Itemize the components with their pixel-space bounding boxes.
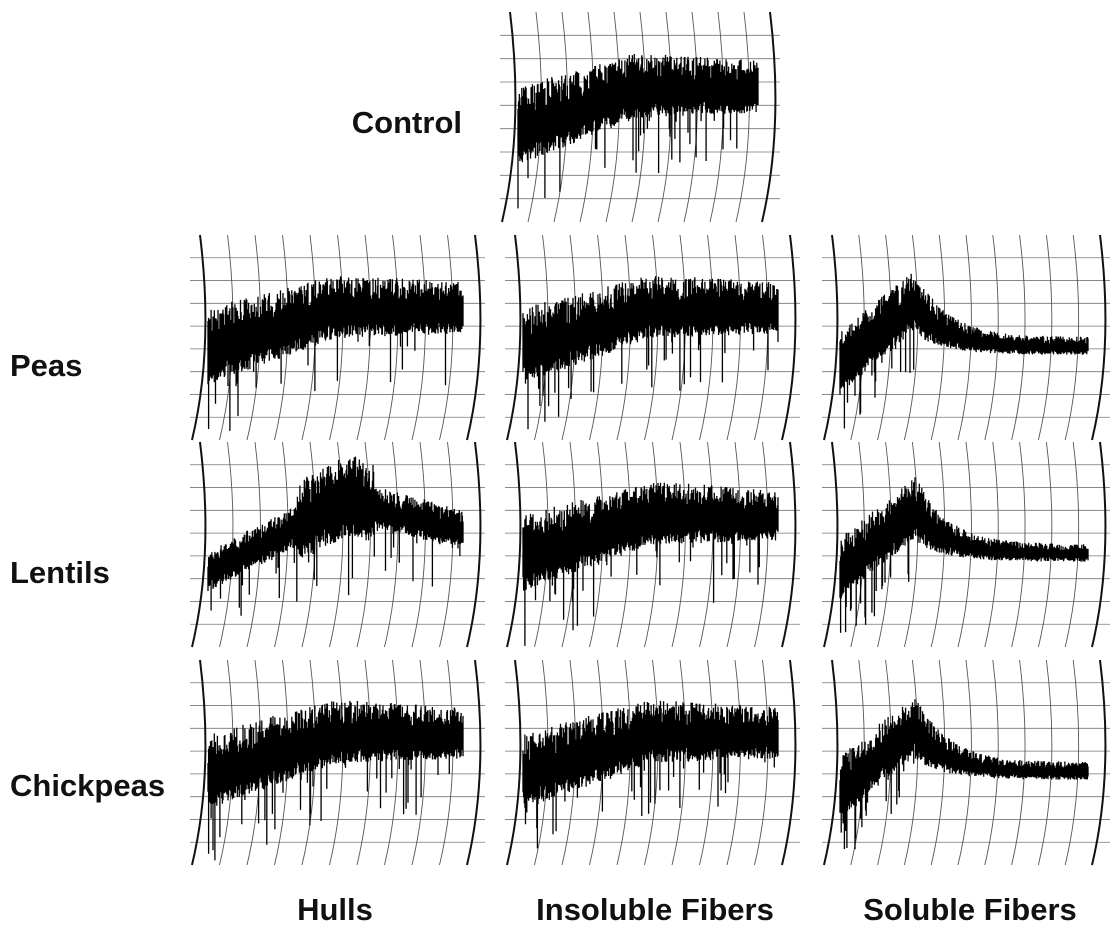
grid-arc	[645, 660, 658, 865]
grid-arc	[502, 12, 515, 222]
grid-arc	[440, 235, 453, 440]
row-label: Peas	[10, 348, 82, 383]
grid-arc	[357, 235, 370, 440]
column-label: Hulls	[297, 892, 373, 927]
grid-arc	[727, 660, 740, 865]
grid-arc	[507, 235, 520, 440]
grid-arc	[440, 660, 453, 865]
trace-panel	[505, 442, 800, 647]
control-label: Control	[352, 105, 462, 140]
grid-arc	[727, 235, 740, 440]
grid-arc	[1065, 660, 1078, 865]
trace-panel	[190, 235, 485, 440]
grid-arc	[824, 660, 837, 865]
grid-arc	[782, 442, 795, 647]
grid-arc	[904, 235, 917, 440]
grid-arc	[357, 660, 370, 865]
trace-panel	[822, 442, 1110, 647]
grid-arc	[467, 660, 480, 865]
grid-arc	[440, 442, 453, 647]
trace-panels	[190, 12, 1110, 865]
trace	[518, 54, 758, 208]
grid-arc	[684, 12, 697, 222]
column-label: Insoluble Fibers	[536, 892, 774, 927]
grid-arc	[412, 442, 425, 647]
grid-arc	[672, 235, 685, 440]
grid-arc	[904, 442, 917, 647]
grid-arc	[782, 660, 795, 865]
trace-panel	[822, 660, 1110, 865]
trace-panel	[505, 660, 800, 865]
grid-arc	[904, 660, 917, 865]
grid-arc	[700, 235, 713, 440]
row-label: Chickpeas	[10, 768, 165, 803]
grid-arc	[1092, 660, 1105, 865]
grid-arc	[755, 235, 768, 440]
grid-arc	[192, 660, 205, 865]
grid-arc	[1092, 442, 1105, 647]
trace-panel	[822, 235, 1110, 440]
trace	[840, 274, 1088, 429]
column-label: Soluble Fibers	[863, 892, 1077, 927]
trace-panel	[190, 660, 485, 865]
grid-arc	[507, 442, 520, 647]
grid-arc	[467, 235, 480, 440]
grid-arc	[467, 442, 480, 647]
grid-arc	[700, 442, 713, 647]
row-label: Lentils	[10, 555, 110, 590]
grid-arc	[385, 235, 398, 440]
grid-arc	[824, 442, 837, 647]
grid-arc	[1065, 442, 1078, 647]
trace-panel	[500, 12, 780, 222]
grid-arc	[700, 660, 713, 865]
grid-arc	[755, 442, 768, 647]
figure: Control Peas Lentils Chickpeas Hulls Ins…	[0, 0, 1112, 941]
trace	[840, 477, 1088, 633]
grid-arc	[736, 12, 749, 222]
trace-panel	[190, 442, 485, 647]
grid-arc	[782, 235, 795, 440]
trace-panel	[505, 235, 800, 440]
grid-arc	[507, 660, 520, 865]
grid-arc	[762, 12, 775, 222]
grid-arc	[412, 235, 425, 440]
grid-arc	[710, 12, 723, 222]
grid-arc	[1092, 235, 1105, 440]
trace	[523, 483, 778, 646]
grid-arc	[412, 660, 425, 865]
trace	[208, 457, 463, 616]
grid-arc	[755, 660, 768, 865]
grid-arc	[824, 235, 837, 440]
grid-arc	[192, 442, 205, 647]
grid-arc	[192, 235, 205, 440]
